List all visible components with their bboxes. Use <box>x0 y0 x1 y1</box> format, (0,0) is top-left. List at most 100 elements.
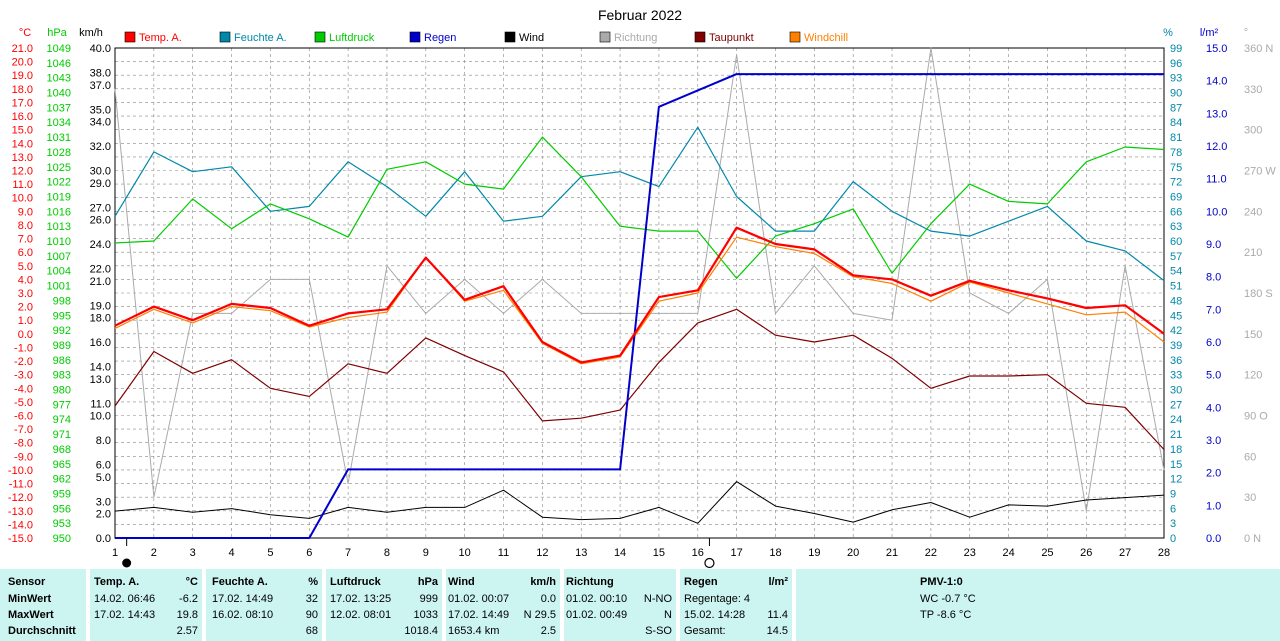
day-tick-label: 8 <box>384 547 390 559</box>
pressure-tick-label: 1043 <box>47 73 71 85</box>
stats-direction-avg: S-SO <box>645 625 672 637</box>
day-tick-label: 15 <box>653 547 665 559</box>
rain-tick-label: 6.0 <box>1206 337 1221 349</box>
temp-tick-label: -5.0 <box>14 397 33 409</box>
series-line-feuchte-a <box>114 126 1165 282</box>
humidity-tick-label: 96 <box>1170 58 1182 70</box>
full-moon-icon <box>122 558 132 568</box>
stats-temp-block: Temp. A. °C 14.02. 06:46 -6.2 17.02. 14:… <box>90 569 202 641</box>
humidity-tick-label: 12 <box>1170 474 1182 486</box>
stats-temp-title: Temp. A. <box>94 576 140 588</box>
pressure-tick-label: 983 <box>53 370 71 382</box>
legend: Temp. A. Feuchte A. Luftdruck Regen Wind Rich… <box>124 31 848 44</box>
direction-tick-label: 360 N <box>1244 43 1273 55</box>
rain-tick-label: 11.0 <box>1206 174 1227 186</box>
pressure-tick-label: 1007 <box>47 251 71 263</box>
humidity-tick-label: 30 <box>1170 385 1182 397</box>
temp-tick-label: 17.0 <box>12 97 33 109</box>
wind-unit-label: km/h <box>79 27 103 39</box>
humidity-tick-label: 78 <box>1170 147 1182 159</box>
direction-tick-label: 0 N <box>1244 533 1261 545</box>
wind-tick-label: 21.0 <box>90 276 111 288</box>
temp-tick-label: 6.0 <box>18 247 33 259</box>
pressure-tick-label: 1049 <box>47 43 71 55</box>
series-line-windchill <box>114 236 1165 365</box>
stats-rain-title: Regen <box>684 576 718 588</box>
temp-tick-label: -10.0 <box>8 465 33 477</box>
stats-humidity-min-value: 32 <box>305 593 318 605</box>
wind-tick-label: 11.0 <box>90 398 111 410</box>
stats-pressure-min-time: 17.02. 13:25 <box>330 593 392 605</box>
day-tick-label: 9 <box>423 547 429 559</box>
direction-tick-label: 210 <box>1244 247 1262 259</box>
rain-tick-label: 5.0 <box>1206 370 1221 382</box>
legend-swatch <box>314 31 326 43</box>
wind-tick-label: 19.0 <box>90 300 111 312</box>
stats-temp-min-value: -6.2 <box>179 593 198 605</box>
stats-wind-distance: 1653.4 km <box>448 625 500 637</box>
rain-tick-label: 7.0 <box>1206 304 1221 316</box>
stats-row-min-label: MinWert <box>8 593 52 605</box>
pressure-tick-label: 1001 <box>47 281 71 293</box>
temp-tick-label: 7.0 <box>18 234 33 246</box>
legend-label: Wind <box>519 32 544 44</box>
humidity-tick-label: 99 <box>1170 43 1182 55</box>
stats-humidity-max-value: 90 <box>305 609 318 621</box>
stats-pmv-windchill: WC -0.7 °C <box>920 593 976 605</box>
temp-tick-label: -15.0 <box>8 533 33 545</box>
markers <box>122 538 715 569</box>
temp-tick-label: 3.0 <box>18 288 33 300</box>
rain-tick-label: 14.0 <box>1206 76 1227 88</box>
day-tick-label: 19 <box>808 547 820 559</box>
day-tick-label: 23 <box>964 547 976 559</box>
temp-tick-label: 19.0 <box>12 70 33 82</box>
series-line-luftdruck <box>114 136 1165 279</box>
humidity-tick-label: 69 <box>1170 191 1182 203</box>
wind-tick-label: 14.0 <box>90 362 111 374</box>
wind-tick-label: 18.0 <box>90 313 111 325</box>
legend-label: Windchill <box>804 32 848 44</box>
humidity-tick-label: 21 <box>1170 429 1182 441</box>
day-tick-label: 4 <box>228 547 234 559</box>
day-tick-label: 25 <box>1041 547 1053 559</box>
stats-rain-unit: l/m² <box>768 576 788 588</box>
wind-tick-label: 6.0 <box>96 460 111 472</box>
pressure-tick-label: 995 <box>53 310 71 322</box>
direction-tick-label: 180 S <box>1244 288 1273 300</box>
stats-temp-max-time: 17.02. 14:43 <box>94 609 156 621</box>
humidity-unit-label: % <box>1163 27 1173 39</box>
wind-tick-label: 26.0 <box>90 215 111 227</box>
pressure-tick-label: 1013 <box>47 221 71 233</box>
day-tick-label: 16 <box>692 547 704 559</box>
humidity-tick-label: 18 <box>1170 444 1182 456</box>
direction-tick-label: 60 <box>1244 451 1256 463</box>
pressure-tick-label: 986 <box>53 355 71 367</box>
humidity-tick-label: 33 <box>1170 370 1182 382</box>
stats-temp-unit: °C <box>185 576 198 588</box>
pressure-tick-label: 1040 <box>47 88 71 100</box>
day-tick-label: 18 <box>769 547 781 559</box>
legend-swatch <box>694 31 706 43</box>
rain-tick-label: 4.0 <box>1206 402 1221 414</box>
stats-direction-max-time: 01.02. 00:49 <box>566 609 628 621</box>
stats-direction-block: Richtung 01.02. 00:10 N-NO 01.02. 00:49 … <box>564 569 676 641</box>
temp-tick-label: 21.0 <box>12 43 33 55</box>
temp-tick-label: -11.0 <box>9 479 33 491</box>
direction-tick-label: 90 O <box>1244 411 1268 423</box>
day-tick-label: 13 <box>575 547 587 559</box>
stats-temp-max-value: 19.8 <box>176 609 198 621</box>
day-tick-label: 22 <box>925 547 937 559</box>
stats-wind-min-time: 01.02. 00:07 <box>448 593 510 605</box>
stats-direction-min-time: 01.02. 00:10 <box>566 593 628 605</box>
new-moon-icon <box>704 557 715 569</box>
stats-sensor-label: Sensor <box>8 576 46 588</box>
plot-frame <box>114 47 1165 539</box>
humidity-tick-label: 6 <box>1170 503 1176 515</box>
stats-wind-max-time: 17.02. 14:49 <box>448 609 510 621</box>
pressure-tick-label: 1004 <box>47 266 71 278</box>
humidity-tick-label: 60 <box>1170 236 1182 248</box>
day-tick-label: 5 <box>267 547 273 559</box>
temp-tick-label: -2.0 <box>14 356 33 368</box>
stats-wind-min-value: 0.0 <box>540 593 556 605</box>
temp-tick-label: -9.0 <box>14 451 33 463</box>
